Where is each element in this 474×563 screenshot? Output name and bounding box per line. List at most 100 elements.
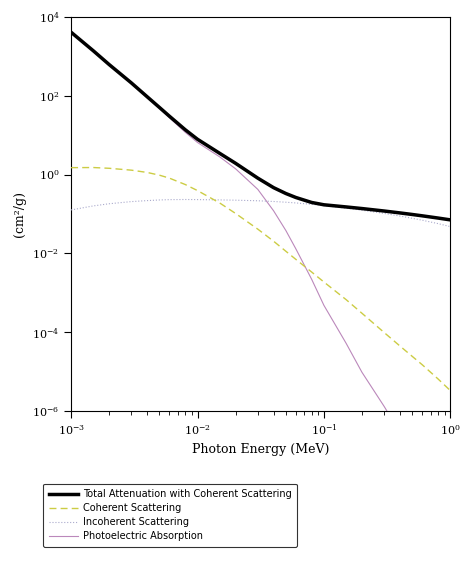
Photoelectric Absorption <box>91 47 96 54</box>
Total Attenuation with Coherent Scattering <box>106 61 112 68</box>
Incoherent Scattering <box>195 196 201 203</box>
Photoelectric Absorption <box>419 468 425 475</box>
Photoelectric Absorption <box>293 245 299 252</box>
Coherent Scattering <box>156 172 162 178</box>
Coherent Scattering <box>167 175 173 181</box>
Photoelectric Absorption <box>271 207 276 214</box>
Total Attenuation with Coherent Scattering <box>410 211 415 218</box>
Photoelectric Absorption <box>283 227 289 234</box>
Photoelectric Absorption <box>195 139 201 146</box>
Incoherent Scattering <box>435 220 441 227</box>
Total Attenuation with Coherent Scattering <box>435 215 441 221</box>
Incoherent Scattering <box>293 199 299 206</box>
Line: Photoelectric Absorption: Photoelectric Absorption <box>71 32 450 513</box>
Line: Total Attenuation with Coherent Scattering: Total Attenuation with Coherent Scatteri… <box>71 32 450 220</box>
Total Attenuation with Coherent Scattering <box>156 104 162 111</box>
Legend: Total Attenuation with Coherent Scattering, Coherent Scattering, Incoherent Scat: Total Attenuation with Coherent Scatteri… <box>43 484 297 547</box>
Coherent Scattering <box>293 256 299 263</box>
Incoherent Scattering <box>397 213 403 220</box>
Photoelectric Absorption <box>397 430 403 436</box>
Total Attenuation with Coherent Scattering <box>397 209 403 216</box>
Photoelectric Absorption <box>343 340 349 347</box>
Coherent Scattering <box>321 279 327 285</box>
Total Attenuation with Coherent Scattering <box>182 126 188 133</box>
Incoherent Scattering <box>410 215 415 222</box>
Total Attenuation with Coherent Scattering <box>255 175 261 181</box>
Total Attenuation with Coherent Scattering <box>359 205 365 212</box>
Line: Incoherent Scattering: Incoherent Scattering <box>71 199 450 227</box>
Photoelectric Absorption <box>447 510 453 517</box>
Coherent Scattering <box>343 296 349 303</box>
Total Attenuation with Coherent Scattering <box>343 204 349 211</box>
Total Attenuation with Coherent Scattering <box>283 190 289 197</box>
Total Attenuation with Coherent Scattering <box>217 150 223 157</box>
Coherent Scattering <box>382 329 387 336</box>
Incoherent Scattering <box>68 207 74 213</box>
Coherent Scattering <box>91 164 96 171</box>
Coherent Scattering <box>309 269 314 275</box>
Coherent Scattering <box>68 164 74 171</box>
Total Attenuation with Coherent Scattering <box>321 202 327 208</box>
Incoherent Scattering <box>128 198 134 205</box>
Total Attenuation with Coherent Scattering <box>382 208 387 215</box>
Coherent Scattering <box>271 238 276 244</box>
Photoelectric Absorption <box>217 154 223 160</box>
Photoelectric Absorption <box>167 114 173 121</box>
Incoherent Scattering <box>321 202 327 209</box>
Coherent Scattering <box>410 353 415 360</box>
Coherent Scattering <box>182 181 188 188</box>
Coherent Scattering <box>128 167 134 173</box>
Photoelectric Absorption <box>435 493 441 499</box>
Photoelectric Absorption <box>382 403 387 410</box>
Incoherent Scattering <box>283 199 289 205</box>
Total Attenuation with Coherent Scattering <box>91 47 96 54</box>
Coherent Scattering <box>447 387 453 394</box>
Line: Coherent Scattering: Coherent Scattering <box>71 168 450 391</box>
Coherent Scattering <box>217 200 223 207</box>
Total Attenuation with Coherent Scattering <box>293 194 299 201</box>
Coherent Scattering <box>145 169 150 176</box>
Y-axis label: (cm²/g): (cm²/g) <box>13 191 27 237</box>
Incoherent Scattering <box>255 198 261 204</box>
Coherent Scattering <box>233 210 238 217</box>
Photoelectric Absorption <box>255 186 261 193</box>
X-axis label: Photon Energy (MeV): Photon Energy (MeV) <box>192 443 329 456</box>
Photoelectric Absorption <box>106 61 112 68</box>
Photoelectric Absorption <box>321 302 327 309</box>
Incoherent Scattering <box>233 197 238 204</box>
Coherent Scattering <box>419 361 425 368</box>
Total Attenuation with Coherent Scattering <box>233 160 238 167</box>
Incoherent Scattering <box>343 205 349 212</box>
Coherent Scattering <box>106 165 112 172</box>
Photoelectric Absorption <box>156 105 162 111</box>
Incoherent Scattering <box>217 196 223 203</box>
Photoelectric Absorption <box>359 369 365 376</box>
Total Attenuation with Coherent Scattering <box>167 113 173 119</box>
Photoelectric Absorption <box>309 276 314 283</box>
Total Attenuation with Coherent Scattering <box>145 93 150 100</box>
Incoherent Scattering <box>167 196 173 203</box>
Incoherent Scattering <box>91 203 96 209</box>
Coherent Scattering <box>435 376 441 382</box>
Coherent Scattering <box>255 226 261 233</box>
Incoherent Scattering <box>447 224 453 230</box>
Photoelectric Absorption <box>233 166 238 172</box>
Total Attenuation with Coherent Scattering <box>419 212 425 219</box>
Incoherent Scattering <box>145 197 150 204</box>
Incoherent Scattering <box>359 207 365 213</box>
Photoelectric Absorption <box>410 451 415 458</box>
Total Attenuation with Coherent Scattering <box>447 217 453 224</box>
Total Attenuation with Coherent Scattering <box>195 136 201 142</box>
Photoelectric Absorption <box>145 94 150 101</box>
Incoherent Scattering <box>156 196 162 203</box>
Incoherent Scattering <box>182 196 188 203</box>
Incoherent Scattering <box>309 201 314 208</box>
Total Attenuation with Coherent Scattering <box>271 184 276 191</box>
Total Attenuation with Coherent Scattering <box>309 199 314 206</box>
Coherent Scattering <box>283 248 289 254</box>
Incoherent Scattering <box>271 198 276 205</box>
Incoherent Scattering <box>382 210 387 217</box>
Photoelectric Absorption <box>128 80 134 87</box>
Coherent Scattering <box>195 187 201 194</box>
Photoelectric Absorption <box>68 29 74 35</box>
